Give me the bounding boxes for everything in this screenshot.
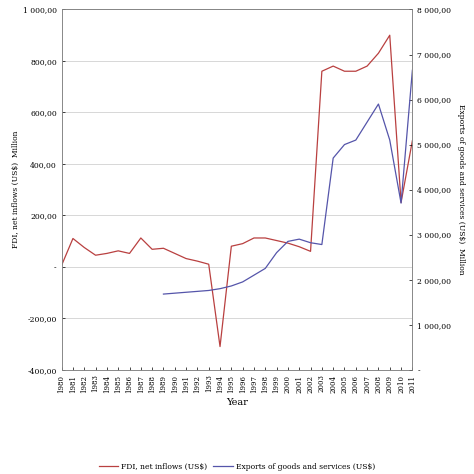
Exports of goods and services (US$) [161,291,166,297]
FDI, net inflows (US$) [228,243,234,249]
FDI, net inflows (US$) [410,138,415,144]
Exports of goods and services (US$) [410,67,415,73]
FDI, net inflows (US$) [194,258,200,264]
FDI, net inflows (US$) [172,251,178,256]
Exports of goods and services (US$) [183,290,189,295]
Exports of goods and services (US$) [319,242,325,247]
Legend: FDI, net inflows (US$), Exports of goods and services (US$): FDI, net inflows (US$), Exports of goods… [96,460,378,474]
FDI, net inflows (US$) [365,63,370,69]
Exports of goods and services (US$) [251,272,257,278]
FDI, net inflows (US$) [138,235,144,241]
FDI, net inflows (US$) [70,236,76,241]
Exports of goods and services (US$) [228,283,234,289]
FDI, net inflows (US$) [398,200,404,205]
Exports of goods and services (US$) [194,289,200,294]
Exports of goods and services (US$) [285,238,291,244]
FDI, net inflows (US$) [104,251,109,256]
FDI, net inflows (US$) [127,251,132,256]
FDI, net inflows (US$) [263,235,268,241]
FDI, net inflows (US$) [296,244,302,250]
Y-axis label: FDI, net inflows (US$)  Million: FDI, net inflows (US$) Million [12,131,20,248]
FDI, net inflows (US$) [330,63,336,69]
Exports of goods and services (US$) [308,240,313,246]
Exports of goods and services (US$) [365,119,370,125]
FDI, net inflows (US$) [274,237,280,243]
FDI, net inflows (US$) [82,245,87,250]
FDI, net inflows (US$) [342,68,347,74]
Exports of goods and services (US$) [217,286,223,292]
FDI, net inflows (US$) [206,261,211,267]
FDI, net inflows (US$) [183,255,189,261]
Exports of goods and services (US$) [375,101,381,107]
FDI, net inflows (US$) [240,241,246,246]
Exports of goods and services (US$) [206,288,211,293]
FDI, net inflows (US$) [308,248,313,254]
FDI, net inflows (US$) [217,344,223,349]
Exports of goods and services (US$) [353,137,359,143]
Exports of goods and services (US$) [398,201,404,206]
Exports of goods and services (US$) [296,237,302,242]
Exports of goods and services (US$) [387,137,392,143]
FDI, net inflows (US$) [285,240,291,246]
Line: FDI, net inflows (US$): FDI, net inflows (US$) [62,35,412,346]
FDI, net inflows (US$) [149,246,155,252]
FDI, net inflows (US$) [115,248,121,254]
FDI, net inflows (US$) [161,246,166,251]
FDI, net inflows (US$) [387,32,392,38]
FDI, net inflows (US$) [319,68,325,74]
Exports of goods and services (US$) [342,142,347,147]
Line: Exports of goods and services (US$): Exports of goods and services (US$) [164,70,412,294]
Y-axis label: Exports of goods and services (US$)  Million: Exports of goods and services (US$) Mill… [457,104,465,275]
FDI, net inflows (US$) [93,252,99,258]
FDI, net inflows (US$) [59,263,64,268]
FDI, net inflows (US$) [375,50,381,56]
Exports of goods and services (US$) [172,290,178,296]
FDI, net inflows (US$) [353,68,359,74]
Exports of goods and services (US$) [274,250,280,255]
Exports of goods and services (US$) [240,279,246,285]
X-axis label: Year: Year [226,398,248,407]
Exports of goods and services (US$) [263,265,268,271]
FDI, net inflows (US$) [251,235,257,241]
Exports of goods and services (US$) [330,155,336,161]
